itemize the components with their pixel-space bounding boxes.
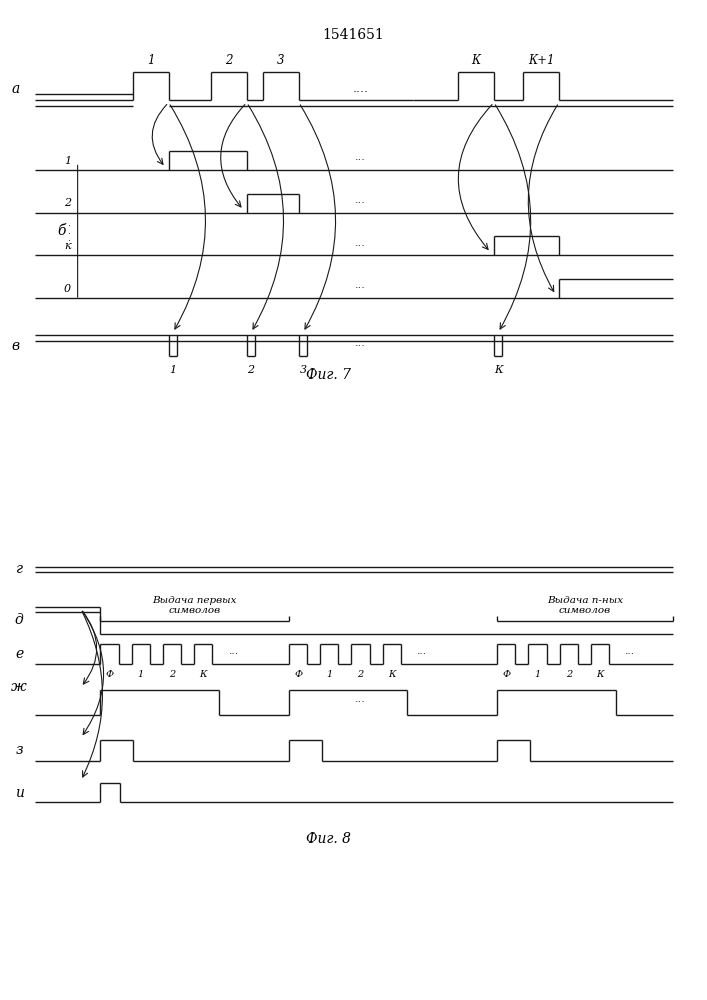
Text: ...: ... bbox=[355, 237, 366, 247]
Text: ...: ... bbox=[355, 338, 366, 348]
Text: К: К bbox=[596, 670, 604, 679]
Text: Ф: Ф bbox=[294, 670, 302, 679]
Text: 3: 3 bbox=[277, 53, 285, 66]
Text: и: и bbox=[15, 786, 23, 800]
Text: 2: 2 bbox=[358, 670, 363, 679]
Text: ...: ... bbox=[625, 646, 636, 656]
Text: а: а bbox=[12, 82, 20, 96]
Text: ж: ж bbox=[11, 680, 27, 694]
Text: б: б bbox=[57, 224, 66, 238]
Text: К: К bbox=[388, 670, 395, 679]
Text: Выдача п-ных
символов: Выдача п-ных символов bbox=[547, 596, 623, 615]
Text: К: К bbox=[199, 670, 207, 679]
Text: 1: 1 bbox=[326, 670, 332, 679]
Text: 1541651: 1541651 bbox=[322, 28, 385, 42]
Text: ...: ... bbox=[355, 694, 366, 704]
Text: ...: ... bbox=[228, 646, 239, 656]
Text: ...: ... bbox=[355, 280, 366, 290]
Text: г: г bbox=[16, 562, 23, 576]
Text: К: К bbox=[472, 53, 481, 66]
Text: ·
·
·: · · · bbox=[68, 221, 71, 246]
Text: К+1: К+1 bbox=[528, 53, 554, 66]
Text: к: к bbox=[64, 241, 71, 251]
Text: ....: .... bbox=[353, 83, 368, 96]
Text: 1: 1 bbox=[147, 53, 155, 66]
Text: Ф: Ф bbox=[502, 670, 510, 679]
Text: ...: ... bbox=[355, 152, 366, 162]
Text: 1: 1 bbox=[534, 670, 541, 679]
Text: 1: 1 bbox=[170, 365, 177, 375]
Text: 2: 2 bbox=[64, 198, 71, 209]
Text: д: д bbox=[15, 613, 23, 628]
Text: 2: 2 bbox=[225, 53, 233, 66]
Text: 0: 0 bbox=[64, 284, 71, 294]
Text: ...: ... bbox=[355, 195, 366, 205]
Text: 2: 2 bbox=[566, 670, 572, 679]
Text: Фиг. 7: Фиг. 7 bbox=[305, 368, 351, 382]
Text: Ф: Ф bbox=[105, 670, 114, 679]
Text: 2: 2 bbox=[169, 670, 175, 679]
Text: з: з bbox=[16, 743, 23, 757]
Text: 1: 1 bbox=[64, 156, 71, 166]
Text: Выдача первых
символов: Выдача первых символов bbox=[153, 596, 237, 615]
Text: 1: 1 bbox=[138, 670, 144, 679]
Text: К: К bbox=[493, 365, 503, 375]
Text: е: е bbox=[15, 647, 23, 661]
Text: 3: 3 bbox=[300, 365, 307, 375]
Text: 2: 2 bbox=[247, 365, 255, 375]
Text: Фиг. 8: Фиг. 8 bbox=[305, 832, 351, 846]
Text: в: в bbox=[12, 338, 20, 353]
Text: ...: ... bbox=[417, 646, 427, 656]
